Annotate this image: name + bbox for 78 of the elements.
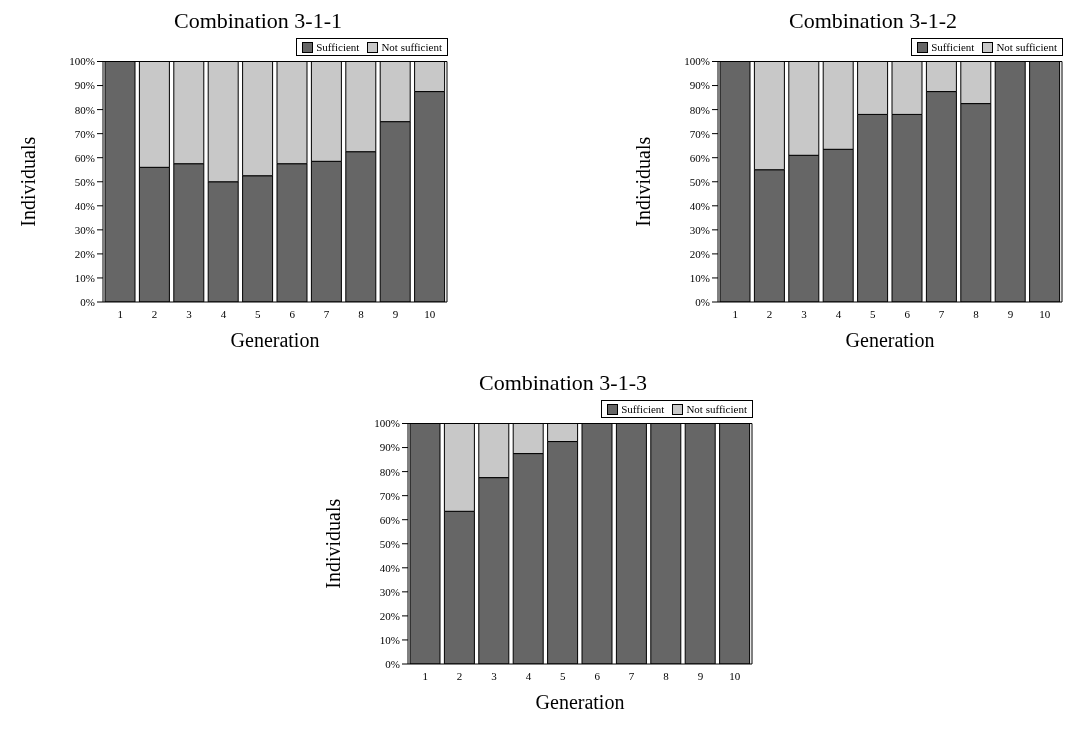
- y-tick-label: 50%: [689, 175, 710, 188]
- y-tick-label: 60%: [379, 513, 400, 526]
- x-tick-label: 6: [289, 307, 296, 320]
- y-axis-title: Individuals: [17, 136, 40, 227]
- x-tick-label: 5: [560, 669, 567, 682]
- legend-label: Sufficient: [930, 41, 975, 53]
- y-tick-label: 80%: [689, 103, 710, 116]
- x-tick-label: 8: [358, 307, 365, 320]
- y-tick-label: 90%: [689, 79, 710, 92]
- legend-label: Not sufficient: [380, 41, 442, 53]
- legend-label: Sufficient: [620, 403, 665, 415]
- y-tick-label: 60%: [689, 151, 710, 164]
- y-tick-label: 40%: [379, 561, 400, 574]
- x-tick-label: 1: [117, 307, 123, 320]
- x-tick-label: 4: [525, 669, 532, 682]
- x-tick-label: 7: [323, 307, 330, 320]
- y-tick-label: 60%: [74, 151, 95, 164]
- x-tick-label: 9: [1007, 307, 1014, 320]
- y-tick-label: 40%: [689, 199, 710, 212]
- y-tick-label: 20%: [379, 609, 400, 622]
- y-tick-label: 70%: [379, 489, 400, 502]
- x-tick-label: 7: [628, 669, 635, 682]
- x-tick-label: 3: [801, 307, 808, 320]
- x-tick-label: 6: [594, 669, 601, 682]
- y-tick-label: 10%: [379, 633, 400, 646]
- x-tick-label: 5: [255, 307, 262, 320]
- x-tick-label: 2: [151, 307, 158, 320]
- x-axis-title: Generation: [845, 329, 935, 351]
- legend-label: Not sufficient: [995, 41, 1057, 53]
- y-tick-label: 10%: [74, 271, 95, 284]
- x-tick-label: 10: [424, 307, 436, 320]
- y-tick-label: 0%: [385, 657, 400, 670]
- x-tick-label: 1: [422, 669, 428, 682]
- x-tick-label: 1: [732, 307, 738, 320]
- y-tick-label: 50%: [379, 537, 400, 550]
- x-tick-label: 8: [973, 307, 980, 320]
- y-tick-label: 70%: [689, 127, 710, 140]
- y-tick-label: 0%: [695, 295, 710, 308]
- x-tick-label: 9: [697, 669, 704, 682]
- y-tick-label: 20%: [689, 247, 710, 260]
- y-tick-label: 80%: [74, 103, 95, 116]
- y-tick-label: 100%: [374, 417, 400, 430]
- y-axis-title: Individuals: [322, 498, 345, 589]
- y-tick-label: 100%: [684, 55, 710, 68]
- y-tick-label: 80%: [379, 465, 400, 478]
- y-tick-label: 70%: [74, 127, 95, 140]
- y-axis-title: Individuals: [632, 136, 655, 227]
- y-tick-label: 40%: [74, 199, 95, 212]
- x-tick-label: 4: [220, 307, 227, 320]
- y-tick-label: 10%: [689, 271, 710, 284]
- chart-title: Combination 3-1-2: [787, 8, 958, 34]
- y-tick-label: 20%: [74, 247, 95, 260]
- y-tick-label: 50%: [74, 175, 95, 188]
- y-tick-label: 30%: [379, 585, 400, 598]
- y-tick-label: 30%: [74, 223, 95, 236]
- x-tick-label: 10: [729, 669, 741, 682]
- x-tick-label: 2: [456, 669, 463, 682]
- x-axis-title: Generation: [535, 691, 625, 713]
- x-tick-label: 6: [904, 307, 911, 320]
- y-tick-label: 0%: [80, 295, 95, 308]
- chart-title: Combination 3-1-3: [477, 370, 648, 396]
- x-tick-label: 3: [186, 307, 193, 320]
- y-tick-label: 90%: [379, 441, 400, 454]
- y-tick-label: 100%: [69, 55, 95, 68]
- x-tick-label: 5: [870, 307, 877, 320]
- x-tick-label: 9: [392, 307, 399, 320]
- x-axis-title: Generation: [230, 329, 320, 351]
- chart-title: Combination 3-1-1: [172, 8, 343, 34]
- x-tick-label: 3: [491, 669, 498, 682]
- x-tick-label: 4: [835, 307, 842, 320]
- legend-label: Sufficient: [315, 41, 360, 53]
- x-tick-label: 8: [663, 669, 670, 682]
- x-tick-label: 7: [938, 307, 945, 320]
- legend-label: Not sufficient: [685, 403, 747, 415]
- x-tick-label: 2: [766, 307, 773, 320]
- y-tick-label: 30%: [689, 223, 710, 236]
- y-tick-label: 90%: [74, 79, 95, 92]
- x-tick-label: 10: [1039, 307, 1051, 320]
